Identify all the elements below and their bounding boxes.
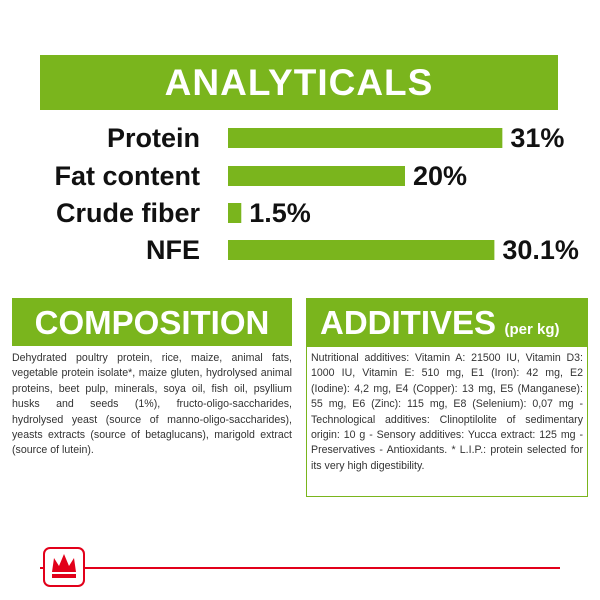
bar [228,240,495,260]
category-label: Protein [107,123,200,153]
value-label: 1.5% [249,198,311,228]
category-label: Crude fiber [56,198,201,228]
category-label: Fat content [55,161,201,191]
bar [228,128,503,148]
additives-header: ADDITIVES (per kg) [306,298,588,346]
additives-subtitle: (per kg) [504,321,560,338]
composition-text: Dehydrated poultry protein, rice, maize,… [12,352,292,457]
additives-box [306,346,588,497]
additives-text: Nutritional additives: Vitamin A: 21500 … [311,352,583,472]
bar [228,166,405,186]
value-label: 30.1% [502,235,579,265]
category-label: NFE [146,235,200,265]
value-label: 31% [510,123,564,153]
brand-logo [43,547,85,587]
chart: Protein 31% Fat content 20% Crude fiber 1.5% N… [55,123,579,265]
bar [228,203,242,223]
composition-title: COMPOSITION [12,298,292,346]
value-label: 20% [413,161,467,191]
additives-title: ADDITIVES [320,304,497,341]
